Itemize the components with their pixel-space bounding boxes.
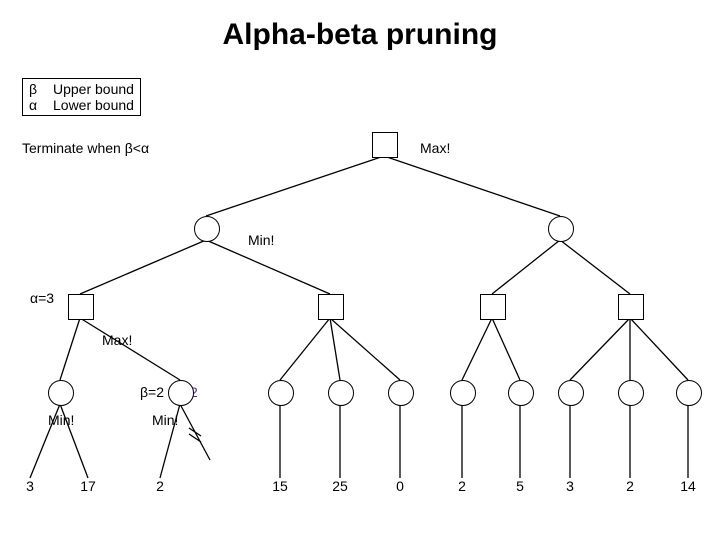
legend-text-lower: Lower bound bbox=[53, 97, 134, 113]
leaf-value-2: 2 bbox=[156, 478, 164, 494]
leaf-value-8: 3 bbox=[566, 478, 574, 494]
max-node-l3-0 bbox=[68, 294, 94, 320]
max-level3-label: Max! bbox=[102, 332, 132, 348]
alpha-symbol: α bbox=[29, 97, 43, 113]
legend-box: β Upper bound α Lower bound bbox=[22, 78, 141, 116]
leaf-value-7: 5 bbox=[516, 478, 524, 494]
max-root-label: Max! bbox=[420, 140, 450, 156]
min-node-l2-1 bbox=[548, 216, 574, 242]
min-node-l4-9 bbox=[676, 380, 702, 406]
min-level4b-label: Min! bbox=[152, 412, 178, 428]
leaf-value-6: 2 bbox=[458, 478, 466, 494]
min-node-l2-0 bbox=[194, 216, 220, 242]
min-node-l4-5 bbox=[450, 380, 476, 406]
min-node-l4-7 bbox=[558, 380, 584, 406]
page-title: Alpha-beta pruning bbox=[0, 18, 720, 52]
min-level4a-label: Min! bbox=[48, 412, 74, 428]
legend-row-alpha: α Lower bound bbox=[29, 97, 134, 113]
leaf-value-5: 0 bbox=[396, 478, 404, 494]
min-node-l4-3 bbox=[328, 380, 354, 406]
leaf-value-3: 15 bbox=[272, 478, 288, 494]
leaf-value-9: 2 bbox=[626, 478, 634, 494]
min-node-l4-8 bbox=[618, 380, 644, 406]
min-node-l4-2 bbox=[268, 380, 294, 406]
leaf-value-10: 14 bbox=[680, 478, 696, 494]
min-node-l4-0 bbox=[48, 380, 74, 406]
alpha-eq-label: α=3 bbox=[30, 290, 54, 306]
legend-text-upper: Upper bound bbox=[53, 81, 134, 97]
leaf-value-1: 17 bbox=[80, 478, 96, 494]
min-node-l4-6 bbox=[508, 380, 534, 406]
max-node-l3-2 bbox=[480, 294, 506, 320]
leaf-value-4: 25 bbox=[332, 478, 348, 494]
min-node-l4-4 bbox=[388, 380, 414, 406]
terminate-text: Terminate when β<α bbox=[22, 140, 149, 156]
max-node-l3-1 bbox=[318, 294, 344, 320]
beta-eq-label: β=2 bbox=[140, 384, 164, 400]
legend-row-beta: β Upper bound bbox=[29, 81, 134, 97]
max-node-l3-3 bbox=[618, 294, 644, 320]
min-level2-label: Min! bbox=[248, 232, 274, 248]
leaf-value-0: 3 bbox=[26, 478, 34, 494]
beta-symbol: β bbox=[29, 81, 43, 97]
root-max-node bbox=[372, 132, 398, 158]
min-node-l4-1 bbox=[168, 380, 194, 406]
